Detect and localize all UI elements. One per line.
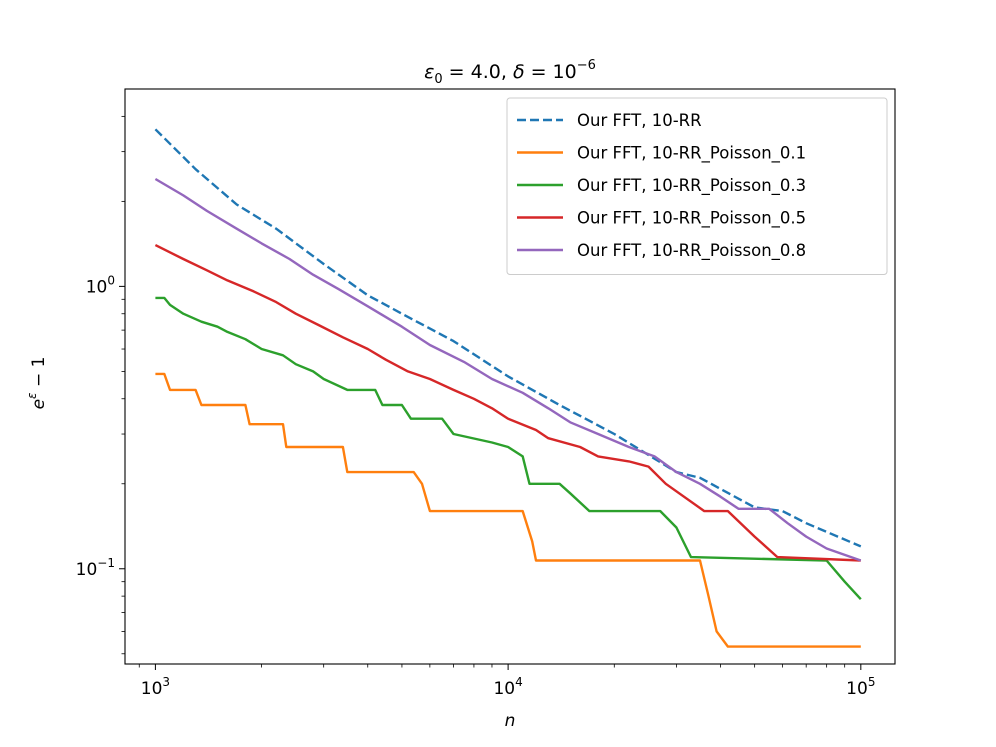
y-axis-label: eε − 1: [25, 357, 49, 410]
y-tick-label: 10−1: [76, 556, 115, 580]
series-line-3: [154, 244, 861, 562]
legend: Our FFT, 10-RR Our FFT, 10-RR_Poisson_0.1…: [506, 97, 888, 275]
series-line-4: [154, 177, 862, 562]
series-layer: [154, 128, 862, 648]
plot-frame: [124, 88, 896, 665]
y-tick-label: 100: [86, 273, 115, 297]
series-line-2: [155, 296, 862, 601]
x-tick-label: 103: [141, 675, 170, 699]
legend-label-2: Our FFT, 10-RR_Poisson_0.3: [577, 176, 806, 196]
chart-title: ε0 = 4.0, δ = 10−6: [424, 58, 596, 87]
legend-box: [506, 97, 888, 275]
legend-label-4: Our FFT, 10-RR_Poisson_0.8: [577, 241, 806, 261]
legend-label-0: Our FFT, 10-RR: [577, 111, 702, 130]
legend-label-3: Our FFT, 10-RR_Poisson_0.5: [577, 209, 806, 229]
x-tick-label: 104: [493, 675, 522, 699]
series-line-1: [155, 372, 861, 648]
x-axis-label: n: [505, 711, 516, 731]
minor-ticks: [121, 115, 846, 668]
legend-label-1: Our FFT, 10-RR_Poisson_0.1: [577, 144, 806, 164]
x-tick-label: 105: [846, 675, 875, 699]
major-ticks: 103 104 105 10−1 100: [76, 273, 876, 699]
